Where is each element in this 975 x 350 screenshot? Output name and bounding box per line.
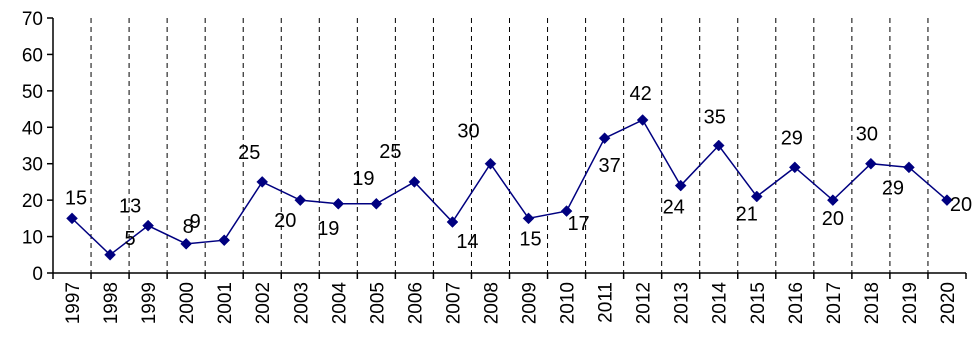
x-tick-label: 2014 — [710, 282, 731, 325]
data-point — [788, 161, 801, 174]
data-label: 8 — [183, 216, 194, 238]
y-tick-label: 60 — [22, 45, 43, 66]
data-point — [712, 139, 725, 152]
data-label: 30 — [457, 121, 479, 143]
x-tick-label: 2008 — [481, 282, 502, 324]
y-tick-label: 20 — [22, 191, 43, 212]
data-label: 29 — [781, 127, 803, 149]
data-point — [256, 176, 269, 188]
data-point — [180, 238, 192, 250]
x-axis-ticks: 1997 1998 1999 2000 2001 2002 2003 2004 2005 2006… — [52, 273, 967, 325]
data-label: 25 — [238, 142, 260, 164]
x-tick-label: 2015 — [748, 282, 769, 324]
data-label: 29 — [882, 177, 904, 199]
y-tick-label: 0 — [32, 264, 43, 285]
data-point — [218, 234, 231, 247]
data-label: 19 — [352, 168, 374, 190]
x-tick-label: 2002 — [253, 282, 274, 324]
data-point — [903, 161, 915, 174]
data-label: 17 — [567, 213, 589, 235]
x-tick-label: 2012 — [634, 282, 655, 324]
data-point — [142, 219, 154, 232]
x-tick-label: 2019 — [900, 282, 921, 324]
x-tick-label: 2009 — [520, 282, 541, 324]
data-label: 37 — [598, 155, 620, 177]
data-point — [560, 205, 573, 217]
x-tick-label: 1997 — [63, 282, 84, 324]
data-label: 21 — [736, 204, 758, 226]
data-label: 20 — [822, 208, 844, 230]
data-point — [66, 212, 78, 225]
data-point — [827, 194, 839, 206]
data-label: 24 — [663, 197, 685, 219]
vertical-gridlines — [90, 18, 929, 273]
data-label: 19 — [317, 218, 339, 240]
data-label: 30 — [856, 124, 878, 146]
data-label: 9 — [190, 211, 201, 233]
x-tick-label: 2016 — [786, 282, 807, 324]
data-point — [408, 176, 421, 188]
x-tick-label: 2011 — [596, 282, 617, 323]
data-point — [750, 190, 763, 203]
y-tick-label: 50 — [22, 82, 43, 103]
x-tick-label: 2010 — [558, 282, 579, 324]
y-tick-label: 70 — [22, 9, 43, 30]
data-label: 15 — [519, 228, 541, 250]
data-label: 15 — [65, 187, 87, 209]
x-tick-label: 1998 — [101, 282, 122, 324]
x-tick-label: 2005 — [367, 282, 388, 324]
data-label: 25 — [379, 141, 401, 163]
x-tick-label: 2003 — [291, 282, 312, 324]
y-axis-ticks: 0 10 20 30 40 50 60 70 — [22, 9, 53, 285]
x-tick-label: 2004 — [329, 282, 350, 325]
data-point — [674, 179, 687, 192]
x-tick-label: 2013 — [672, 282, 693, 324]
data-label: 5 — [125, 228, 136, 250]
x-tick-label: 1999 — [139, 282, 160, 324]
data-label: 42 — [630, 83, 652, 105]
data-point — [636, 114, 649, 126]
data-label: 20 — [950, 194, 972, 216]
data-label: 20 — [274, 210, 296, 232]
data-point — [598, 132, 611, 145]
data-point — [522, 212, 535, 225]
x-tick-label: 2020 — [938, 282, 959, 324]
data-point — [941, 194, 953, 206]
data-point — [446, 216, 459, 228]
data-point — [332, 197, 345, 210]
y-tick-label: 10 — [22, 228, 43, 249]
data-label: 13 — [119, 196, 141, 218]
x-tick-label: 2006 — [405, 282, 426, 324]
data-point — [484, 157, 497, 170]
x-tick-label: 2007 — [443, 282, 464, 324]
x-tick-label: 2000 — [177, 282, 198, 324]
data-point — [865, 157, 877, 170]
data-label: 35 — [704, 107, 726, 129]
data-label: 14 — [456, 231, 478, 253]
series-line — [71, 119, 948, 256]
data-point — [294, 194, 307, 206]
y-tick-label: 40 — [22, 118, 43, 139]
x-tick-label: 2018 — [862, 282, 883, 324]
x-tick-label: 2017 — [824, 282, 845, 324]
data-markers — [66, 114, 953, 261]
y-tick-label: 30 — [22, 155, 43, 176]
x-tick-label: 2001 — [215, 282, 236, 324]
data-point — [104, 248, 116, 261]
data-point — [370, 197, 383, 210]
